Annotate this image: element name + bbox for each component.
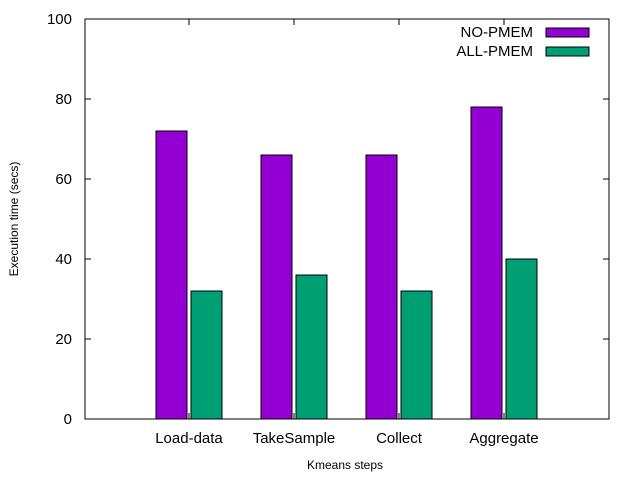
- y-tick-label: 40: [55, 251, 72, 268]
- plot-frame: [84, 18, 610, 420]
- x-tick-label: TakeSample: [253, 430, 336, 447]
- x-axis-title: Kmeans steps: [307, 458, 383, 472]
- bar-all-pmem-collect: [400, 290, 433, 420]
- bar-no-pmem-collect: [365, 154, 398, 420]
- y-axis-title: Execution time (secs): [7, 162, 21, 277]
- bars: [155, 106, 538, 420]
- legend-swatch: [545, 46, 590, 57]
- y-tick-label: 80: [55, 91, 72, 108]
- x-tick-label: Load-data: [155, 430, 223, 447]
- bar-no-pmem-aggregate: [470, 106, 503, 420]
- legend-label: ALL-PMEM: [456, 43, 533, 60]
- x-tick-label: Collect: [376, 430, 423, 447]
- bar-all-pmem-takesample: [295, 274, 328, 420]
- bar-all-pmem-aggregate: [505, 258, 538, 420]
- legend: NO-PMEM ALL-PMEM: [456, 24, 590, 60]
- bar-all-pmem-load-data: [190, 290, 223, 420]
- y-tick-label: 0: [64, 411, 72, 428]
- y-tick-label: 20: [55, 331, 72, 348]
- x-tick-label: Aggregate: [469, 430, 538, 447]
- y-tick-label: 100: [47, 11, 72, 28]
- legend-label: NO-PMEM: [461, 24, 534, 41]
- axis-ticks: 0 20 40 60 80 100 Load-data TakeSample Collect Ag…: [47, 11, 609, 447]
- bar-no-pmem-takesample: [260, 154, 293, 420]
- bar-no-pmem-load-data: [155, 130, 188, 420]
- legend-swatch: [545, 27, 590, 38]
- y-tick-label: 60: [55, 171, 72, 188]
